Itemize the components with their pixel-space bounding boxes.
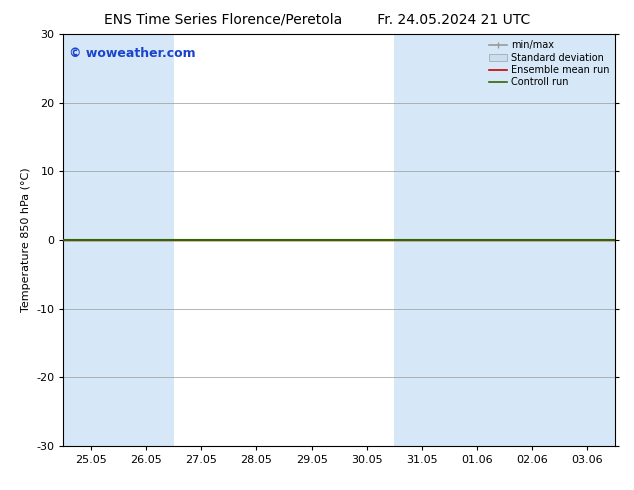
Bar — [63, 34, 119, 446]
Text: © woweather.com: © woweather.com — [69, 47, 195, 60]
Legend: min/max, Standard deviation, Ensemble mean run, Controll run: min/max, Standard deviation, Ensemble me… — [486, 37, 612, 90]
Bar — [450, 34, 505, 446]
Bar — [119, 34, 174, 446]
Bar — [505, 34, 560, 446]
Bar — [560, 34, 615, 446]
Y-axis label: Temperature 850 hPa (°C): Temperature 850 hPa (°C) — [21, 168, 30, 313]
Text: ENS Time Series Florence/Peretola        Fr. 24.05.2024 21 UTC: ENS Time Series Florence/Peretola Fr. 24… — [104, 12, 530, 26]
Bar — [394, 34, 450, 446]
